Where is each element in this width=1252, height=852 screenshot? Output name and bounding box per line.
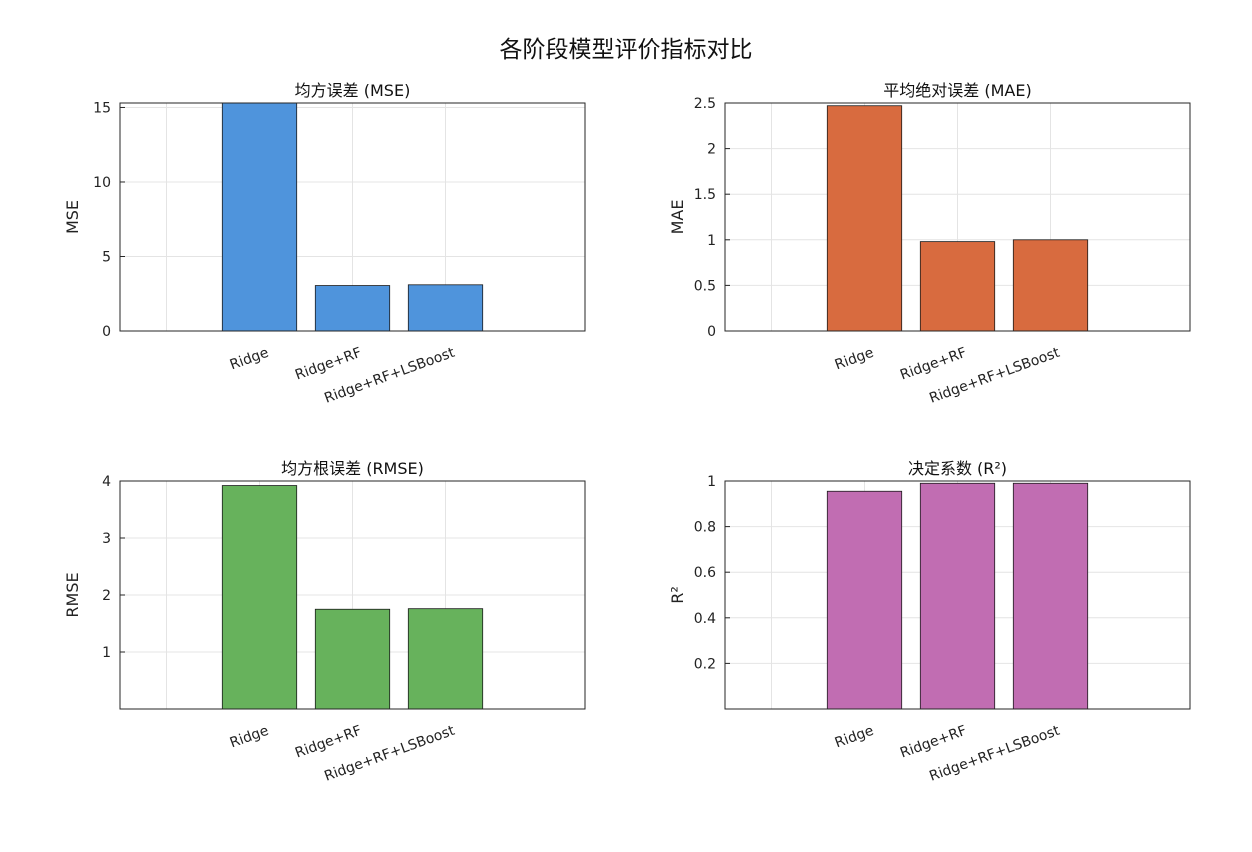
bar [1012, 482, 1089, 710]
mae-panel: 0 0.5 1 1.5 2 2.5 平均绝对误差 (MAE) MAE Ridge Ridge+RF… [605, 70, 1205, 450]
y-tick-label: 1 [707, 474, 716, 490]
y-tick-label: 0 [102, 324, 111, 340]
y-tick-label: 10 [93, 175, 111, 191]
subplot-title: 均方根误差 (RMSE) [281, 459, 424, 478]
bar [221, 102, 298, 332]
figure-title: 各阶段模型评价指标对比 [499, 37, 753, 63]
bar [1012, 239, 1089, 332]
y-tick-label: 1 [707, 233, 716, 249]
y-tick-label: 0.2 [694, 656, 716, 672]
subplot-title: 平均绝对误差 (MAE) [883, 81, 1031, 100]
y-tick-label: 2 [707, 142, 716, 158]
y-axis-label: MAE [668, 200, 687, 235]
axes-box [724, 102, 1191, 332]
y-tick-label: 1 [102, 645, 111, 661]
y-tick-label: 1.5 [694, 187, 716, 203]
x-tick-label: Ridge+RF [293, 345, 364, 384]
bar [221, 485, 298, 710]
x-tick-label: Ridge+RF [898, 723, 969, 762]
y-tick-label: 4 [102, 474, 111, 490]
bar [919, 241, 996, 332]
x-tick-label: Ridge+RF [293, 723, 364, 762]
y-tick-label: 2 [102, 588, 111, 604]
bar [919, 482, 996, 710]
x-tick-label: Ridge [228, 723, 271, 752]
bar [826, 490, 903, 710]
subplot-title: 决定系数 (R²) [908, 459, 1007, 478]
y-tick-label: 0.5 [694, 278, 716, 294]
chart-svg: 0 0.5 1 1.5 2 2.5 平均绝对误差 (MAE) MAE Ridge Ridge+RF… [668, 81, 1191, 407]
r2-panel: 0.2 0.4 0.6 0.8 1 决定系数 (R²) R² Ridge Ridge+RF Rid… [605, 448, 1205, 828]
subplot-title: 均方误差 (MSE) [295, 81, 411, 100]
y-tick-label: 15 [93, 100, 111, 116]
bar [314, 608, 391, 710]
x-tick-label: Ridge [833, 345, 876, 374]
axes-box [119, 102, 586, 332]
bar [826, 105, 903, 332]
y-tick-label: 2.5 [694, 96, 716, 112]
x-tick-label: Ridge [228, 345, 271, 374]
rmse-panel: 1 2 3 4 均方根误差 (RMSE) RMSE Ridge Ridge+RF Ridge+R… [0, 448, 600, 828]
y-tick-label: 3 [102, 531, 111, 547]
y-axis-label: R² [668, 586, 687, 604]
y-tick-label: 0.8 [694, 520, 716, 536]
x-tick-label: Ridge [833, 723, 876, 752]
bar [407, 284, 484, 332]
y-tick-label: 0 [707, 324, 716, 340]
y-tick-label: 0.4 [694, 611, 716, 627]
y-axis-label: RMSE [63, 572, 82, 617]
y-axis-label: MSE [63, 200, 82, 234]
axes-box [724, 480, 1191, 710]
x-tick-label: Ridge+RF [898, 345, 969, 384]
bar [407, 608, 484, 710]
mse-panel: 0 5 10 15 均方误差 (MSE) MSE Ridge Ridge+RF Ridge+RF… [0, 70, 600, 450]
y-tick-label: 5 [102, 249, 111, 265]
bar [314, 285, 391, 332]
y-tick-label: 0.6 [694, 565, 716, 581]
